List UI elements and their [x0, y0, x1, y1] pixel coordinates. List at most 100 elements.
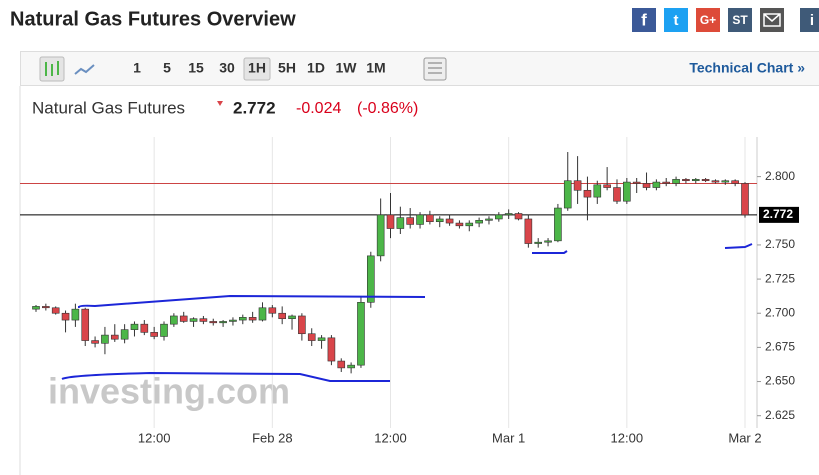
candle-body [51, 307, 60, 314]
drawn-lines [61, 243, 753, 382]
candle-body [91, 340, 99, 344]
candle-body [219, 321, 227, 324]
lower-trendline [61, 371, 390, 382]
candle-body [682, 179, 690, 182]
candle-body [544, 240, 552, 243]
candle-body [416, 214, 424, 225]
candle-body [317, 337, 326, 341]
candle-body [435, 218, 444, 223]
interval-button[interactable]: 1W [336, 60, 358, 76]
candle-body [367, 255, 375, 303]
candle-body [445, 218, 454, 224]
interval-button[interactable]: 5H [278, 60, 296, 76]
candle-body [386, 214, 395, 229]
candle-body [42, 306, 50, 309]
facebook-label: f [641, 10, 647, 29]
y-tick-label: 2.675 [765, 340, 795, 354]
google-label: G+ [700, 13, 716, 27]
candle-body [120, 329, 129, 340]
candle-body [248, 317, 257, 321]
x-tick-label: Feb 28 [252, 430, 292, 445]
candle-body [426, 214, 434, 223]
candle-body [534, 241, 543, 244]
candle-body [721, 180, 730, 183]
candle-body [150, 332, 158, 337]
candle-body [101, 334, 109, 344]
x-tick-label: 12:00 [611, 430, 644, 445]
candle-body [268, 307, 277, 314]
candle-body [593, 184, 602, 198]
candle-body [376, 214, 385, 257]
twitter-label: t [674, 12, 679, 29]
candle-body [229, 319, 237, 322]
candle-body [563, 180, 572, 209]
candle-body [691, 179, 700, 182]
candle-body [672, 179, 680, 184]
candle-body [189, 318, 198, 322]
interval-button[interactable]: 1D [307, 60, 325, 76]
candle-body [170, 315, 178, 325]
candle-body [71, 308, 80, 321]
interval-buttons: 1 5 15 30 1H 5H 1D 1W 1M [133, 57, 386, 81]
candle-body [258, 307, 267, 321]
candle-body [623, 181, 631, 202]
twitter-icon[interactable] [664, 8, 688, 32]
interval-button[interactable]: 30 [219, 60, 235, 76]
y-tick-label: 2.625 [765, 408, 795, 422]
plot: 2.625 2.650 2.675 2.700 2.725 2.750 2.800 12:00… [20, 137, 799, 445]
candle-body [81, 308, 90, 341]
candle-body [731, 180, 739, 184]
candle-body [475, 220, 483, 224]
page-title: Natural Gas Futures Overview [10, 8, 296, 30]
last-price-label: 2.772 [763, 207, 793, 221]
area-type-button[interactable] [74, 64, 95, 75]
candle-body [583, 189, 592, 198]
candle-body [307, 333, 316, 341]
candle-body [278, 312, 286, 320]
candle-body [455, 222, 464, 227]
candle-body [179, 315, 188, 322]
candle-body [396, 217, 405, 229]
interval-button[interactable]: 1 [133, 60, 141, 76]
candle-body [337, 360, 346, 369]
y-tick-label: 2.700 [765, 305, 795, 319]
stocktwits-icon[interactable] [728, 8, 752, 32]
candle-body [514, 213, 523, 220]
candle-body [209, 321, 218, 324]
candle-body [140, 323, 149, 333]
candle-body [357, 302, 365, 366]
candle-body [32, 306, 40, 310]
interval-button[interactable]: 1M [366, 60, 385, 76]
active-interval [243, 57, 271, 81]
mail-glyph [763, 13, 781, 27]
facebook-icon[interactable] [632, 8, 656, 32]
quote-name: Natural Gas Futures [32, 98, 185, 117]
candle-body [711, 180, 720, 183]
technical-chart-link[interactable]: Technical Chart » [689, 60, 805, 76]
candle-body [160, 323, 168, 337]
interval-button[interactable]: 5 [163, 60, 171, 76]
y-tick-label: 2.725 [765, 271, 795, 285]
watermark: investing.com [48, 371, 290, 412]
candle-body [406, 217, 414, 225]
candle-body [347, 364, 355, 369]
info-label: i [810, 12, 814, 29]
forecast-line [724, 243, 753, 249]
indicator-button[interactable] [423, 57, 447, 81]
candle-body [652, 181, 661, 188]
candle-body [662, 181, 671, 184]
candle-body [110, 334, 119, 340]
last-price-tag [759, 206, 799, 223]
interval-button[interactable]: 1H [248, 60, 266, 76]
candle-body [327, 337, 336, 362]
y-tick-label: 2.650 [765, 374, 795, 388]
upper-trendline [78, 294, 426, 308]
candle-body [238, 317, 247, 321]
quote-price: 2.772 [233, 98, 276, 117]
candle-body [61, 312, 70, 321]
info-icon[interactable] [800, 8, 819, 32]
stocktwits-label: ST [732, 13, 748, 27]
google-icon[interactable] [696, 8, 720, 32]
interval-button[interactable]: 15 [188, 60, 204, 76]
